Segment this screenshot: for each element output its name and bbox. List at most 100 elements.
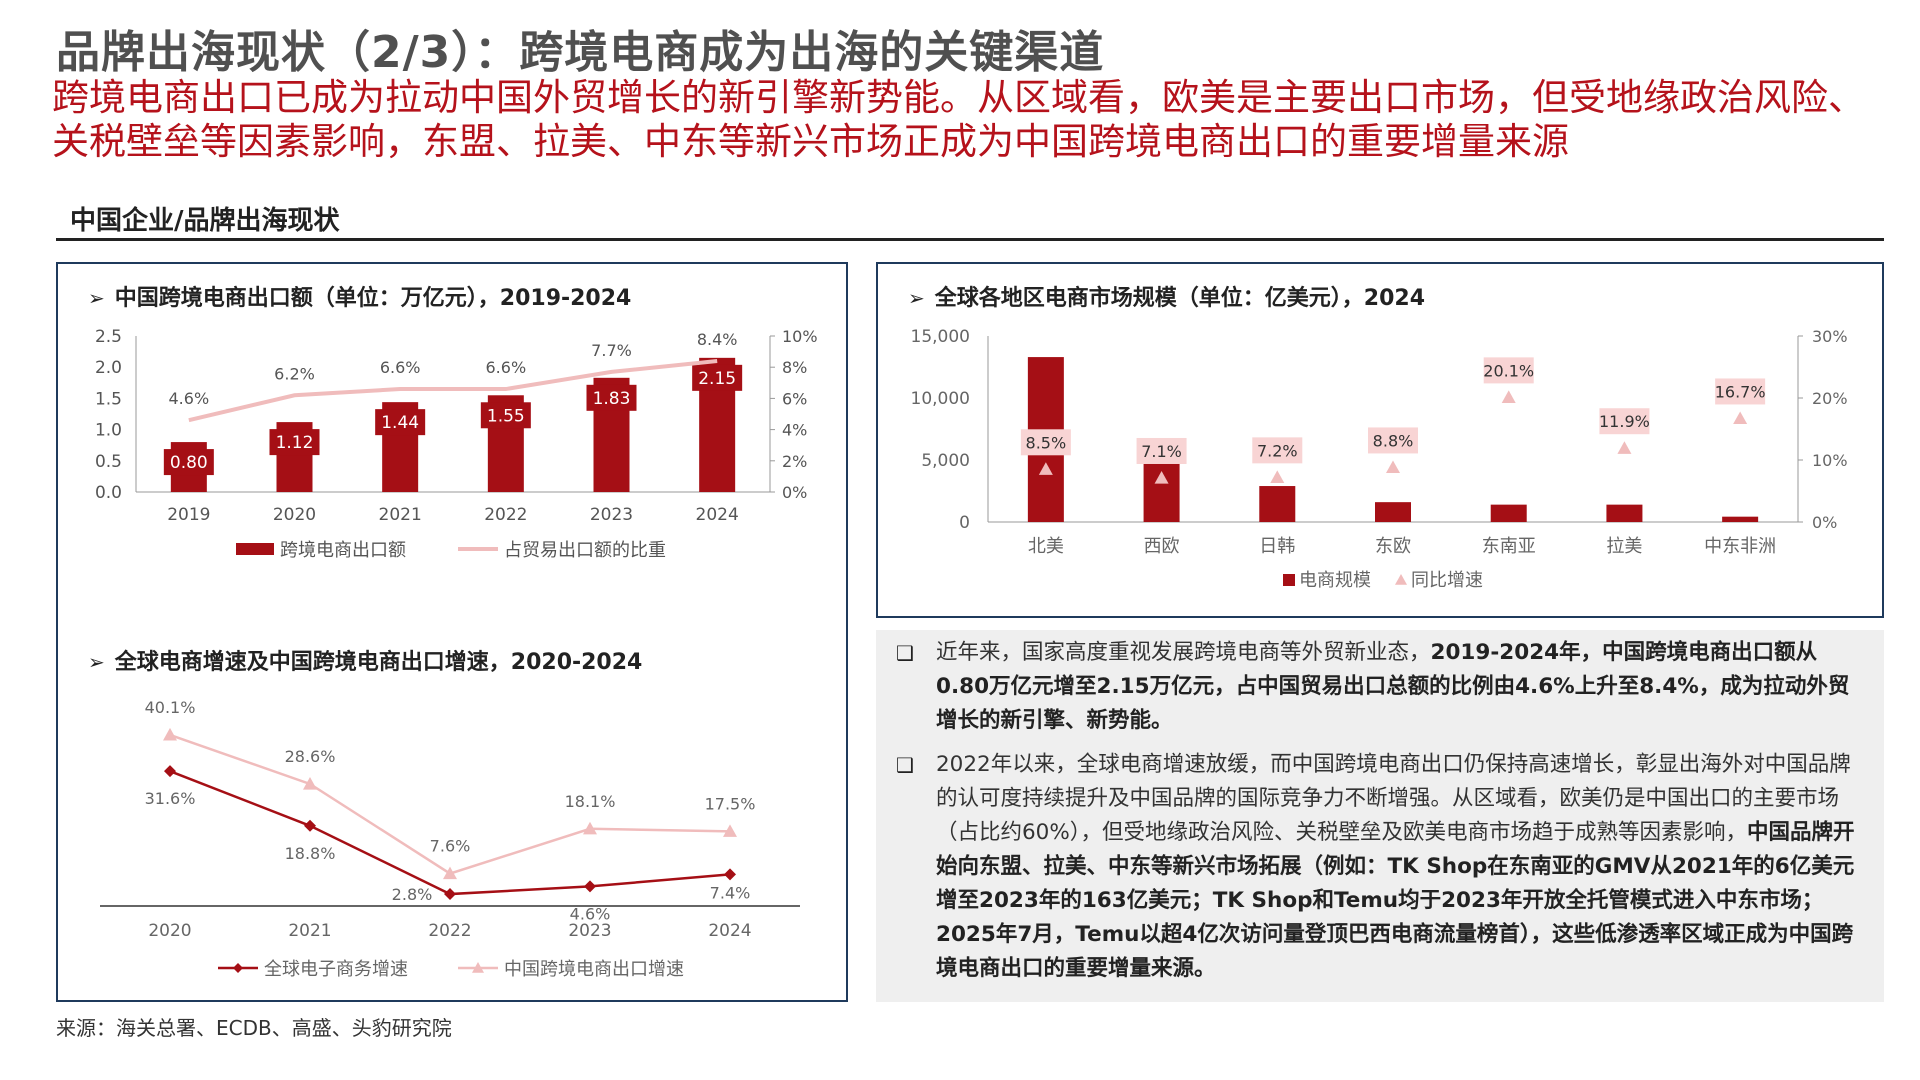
global-growth-label: 7.4% [710, 883, 751, 902]
y-right-tick-label: 4% [782, 421, 807, 440]
legend-bar-swatch [1283, 574, 1295, 586]
growth-label-box [1252, 437, 1303, 464]
arrow-icon: ➢ [908, 286, 925, 310]
line-data-label: 8.4% [697, 330, 738, 349]
growth-rate-chart: 2020 2021 2022 2023 2024 40.1% 28.6% 7.6% 18.1% 1… [100, 698, 800, 980]
legend-china-marker [472, 962, 484, 973]
global-growth-label: 31.6% [145, 789, 196, 808]
chart1-title-text: 中国跨境电商出口额（单位：万亿元），2019-2024 [114, 286, 632, 311]
x-tick-label: 东南亚 [1482, 536, 1536, 557]
bar [1722, 516, 1759, 522]
china-growth-marker [163, 727, 177, 741]
bullet-1-bold: 2019-2024年，中国跨境电商出口额从0.80万亿元增至2.15万亿元，占中… [936, 640, 1850, 733]
left-chart-panel: ➢ 中国跨境电商出口额（单位：万亿元），2019-2024 0.0 0.5 1.0 1.… [56, 262, 848, 1002]
growth-marker [1038, 462, 1053, 475]
growth-marker [1501, 390, 1516, 403]
y-right-tick-label: 20% [1812, 389, 1848, 408]
bullet-2-bold: 中国品牌开始向东盟、拉美、中东等新兴市场拓展（例如：TK Shop在东南亚的GM… [936, 820, 1855, 981]
global-growth-label: 4.6% [570, 904, 611, 923]
global-growth-label: 2.8% [392, 885, 433, 904]
growth-data-label: 8.8% [1373, 431, 1414, 450]
x-tick-label: 2020 [148, 921, 191, 941]
line-data-label: 6.2% [274, 364, 315, 383]
checkbox-bullet-icon: ❑ [896, 641, 914, 665]
x-tick-label: 北美 [1028, 536, 1064, 557]
legend-china-label: 中国跨境电商出口增速 [504, 959, 684, 980]
x-tick-label: 东欧 [1375, 536, 1411, 557]
y-right-tick-label: 6% [782, 389, 807, 408]
china-growth-label: 40.1% [145, 698, 196, 717]
y-left-tick-label: 2.0 [95, 358, 122, 378]
bar [1490, 504, 1527, 522]
growth-label-box [1020, 429, 1071, 456]
bar-data-label: 1.12 [276, 433, 314, 453]
checkbox-bullet-icon: ❑ [896, 753, 914, 777]
x-tick-label: 2023 [568, 921, 611, 941]
line-data-label: 6.6% [380, 358, 421, 377]
chart2-title-text: 全球电商增速及中国跨境电商出口增速，2020-2024 [114, 650, 643, 675]
growth-marker [1617, 441, 1632, 454]
bar-label-box [375, 409, 426, 436]
arrow-icon: ➢ [88, 286, 105, 310]
global-growth-marker [724, 868, 736, 881]
x-tick-label: 拉美 [1606, 536, 1642, 557]
y-left-tick-label: 0 [959, 513, 970, 533]
export-amount-chart: 0.0 0.5 1.0 1.5 2.0 2.5 0% 2% 4% 6% 8% 10% 2019 0.80 2… [95, 327, 818, 561]
legend-line-label: 占贸易出口额的比重 [504, 540, 666, 561]
y-right-tick-label: 8% [782, 358, 807, 377]
y-left-tick-label: 15,000 [911, 327, 970, 347]
growth-data-label: 11.9% [1599, 412, 1650, 431]
bullet-2-plain: 2022年以来，全球电商增速放缓，而中国跨境电商出口仍保持高速增长，彰显出海外对… [936, 752, 1851, 845]
growth-data-label: 7.1% [1141, 442, 1182, 461]
growth-data-label: 20.1% [1483, 361, 1534, 380]
x-tick-label: 2024 [696, 505, 739, 525]
bar-label-box [163, 449, 214, 476]
growth-data-label: 16.7% [1715, 382, 1766, 401]
china-growth-marker [443, 866, 457, 880]
growth-marker [1270, 470, 1285, 483]
bar [1606, 504, 1643, 522]
right-chart-panel: ➢ 全球各地区电商市场规模（单位：亿美元），2024 0 5,000 10,000 15… [876, 262, 1884, 618]
chart3-title: ➢ 全球各地区电商市场规模（单位：亿美元），2024 [908, 280, 1425, 312]
line-data-label: 7.7% [591, 341, 632, 360]
y-right-tick-label: 0% [1812, 513, 1837, 532]
legend-marker-label: 同比增速 [1411, 570, 1483, 591]
bullet-1-text: 近年来，国家高度重视发展跨境电商等外贸新业态，2019-2024年，中国跨境电商… [936, 636, 1864, 738]
legend-marker-swatch [1395, 574, 1407, 585]
y-left-tick-label: 2.5 [95, 327, 122, 347]
bar-label-box [480, 402, 531, 429]
bar [1375, 502, 1411, 522]
arrow-icon: ➢ [88, 650, 105, 674]
x-tick-label: 西欧 [1144, 536, 1180, 557]
global-growth-marker [304, 819, 316, 832]
bar-data-label: 1.44 [381, 413, 419, 433]
bar-data-label: 2.15 [698, 369, 736, 389]
bar-label-box [692, 364, 743, 391]
chart2-title: ➢ 全球电商增速及中国跨境电商出口增速，2020-2024 [88, 644, 642, 676]
bar-data-label: 0.80 [170, 453, 208, 473]
bar-label-box [269, 429, 320, 456]
x-tick-label: 日韩 [1259, 536, 1295, 557]
analysis-text-box: ❑ 近年来，国家高度重视发展跨境电商等外贸新业态，2019-2024年，中国跨境… [876, 630, 1884, 1002]
global-growth-label: 18.8% [285, 844, 336, 863]
china-growth-marker [723, 824, 737, 837]
growth-label-box [1136, 437, 1187, 464]
global-growth-marker [584, 880, 596, 893]
china-growth-marker [303, 776, 317, 790]
y-left-tick-label: 0.5 [95, 452, 122, 472]
x-tick-label: 2021 [379, 505, 422, 525]
x-tick-label: 2022 [428, 921, 471, 941]
y-left-tick-label: 5,000 [921, 451, 970, 471]
legend-bar-swatch [236, 543, 274, 555]
x-tick-label: 2022 [484, 505, 527, 525]
y-right-tick-label: 0% [782, 483, 807, 502]
share-line [188, 358, 718, 423]
x-tick-label: 2020 [273, 505, 316, 525]
x-tick-label: 中东非洲 [1704, 536, 1776, 557]
section-title: 中国企业/品牌出海现状 [70, 206, 340, 236]
y-right-tick-label: 10% [782, 327, 818, 346]
growth-label-box [1368, 427, 1418, 454]
page-subtitle: 跨境电商出口已成为拉动中国外贸增长的新引擎新势能。从区域看，欧美是主要出口市场，… [52, 76, 1865, 163]
growth-label-box [1483, 357, 1534, 384]
legend-global-marker [233, 963, 243, 973]
